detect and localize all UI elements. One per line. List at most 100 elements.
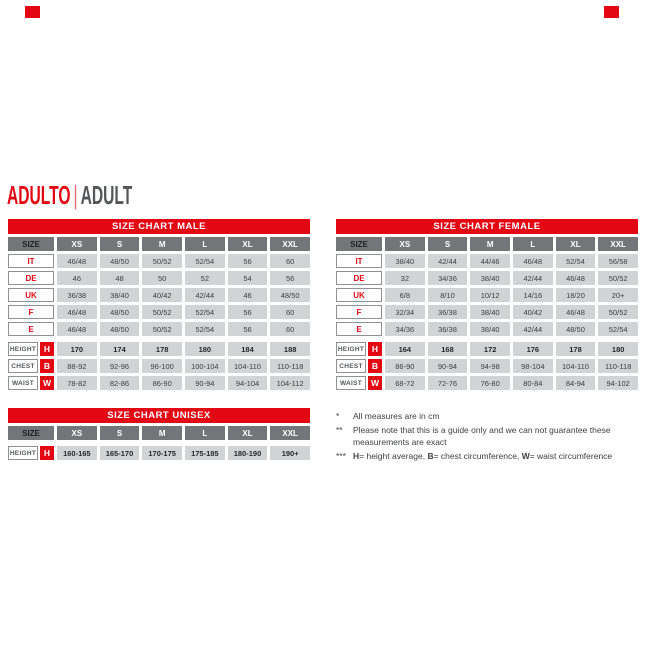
waist-chip: W xyxy=(368,376,382,390)
data-cell: 56 xyxy=(227,254,268,268)
data-cell: 86-90 xyxy=(142,376,182,390)
data-cell: 42/44 xyxy=(513,322,553,336)
male-row-label-it: IT xyxy=(8,254,54,268)
data-cell: 104-110 xyxy=(555,359,596,373)
male-table-title-bar: SIZE CHART MALE xyxy=(8,219,310,234)
data-cell: 72-76 xyxy=(427,376,468,390)
data-cell: 56 xyxy=(270,271,310,285)
female-col-header-l: L xyxy=(513,237,553,251)
female-chest-label-cell: CHEST B xyxy=(336,359,382,373)
page-title-primary: ADULTO xyxy=(7,180,71,210)
footnote-2-text: Please note that this is a guide only an… xyxy=(353,424,611,448)
unisex-col-header-xxl: XXL xyxy=(270,426,310,440)
data-cell: 46/48 xyxy=(57,254,97,268)
size-chart-unisex-table: SIZE CHART UNISEX SIZE XS S M L XL XXL H… xyxy=(8,408,310,460)
female-height-label-cell: HEIGHT H xyxy=(336,342,382,356)
data-cell: 176 xyxy=(513,342,553,356)
footnote-3-text: H= height average, B= chest circumferenc… xyxy=(353,450,613,461)
data-cell: 52/54 xyxy=(185,305,225,319)
male-height-label-cell: HEIGHT H xyxy=(8,342,54,356)
corner-mark-left xyxy=(25,6,40,18)
female-row-label-it: IT xyxy=(336,254,382,268)
data-cell: 82-86 xyxy=(99,376,140,390)
data-cell: 32/34 xyxy=(385,305,425,319)
data-cell: 184 xyxy=(227,342,268,356)
data-cell: 76-80 xyxy=(470,376,510,390)
male-waist-label-cell: WAIST W xyxy=(8,376,54,390)
data-cell: 46/48 xyxy=(57,322,97,336)
data-cell: 92-96 xyxy=(99,359,140,373)
data-cell: 56 xyxy=(227,305,268,319)
data-cell: 52 xyxy=(185,271,225,285)
data-cell: 48/50 xyxy=(99,254,140,268)
data-cell: 38/40 xyxy=(470,305,510,319)
size-chart-female-table: SIZE CHART FEMALE SIZE XS S M L XL XXL I… xyxy=(336,219,638,390)
data-cell: 56 xyxy=(227,322,268,336)
data-cell: 78-82 xyxy=(57,376,97,390)
data-cell: 94-102 xyxy=(598,376,638,390)
data-cell: 170 xyxy=(57,342,97,356)
unisex-col-header-s: S xyxy=(99,426,140,440)
female-measure-grid: HEIGHT H 164 168 172 176 178 180 CHEST B… xyxy=(336,342,638,390)
unisex-height-label-cell: HEIGHT H xyxy=(8,446,54,460)
height-label: HEIGHT xyxy=(8,446,38,460)
data-cell: 50 xyxy=(142,271,182,285)
data-cell: 180-190 xyxy=(227,446,268,460)
unisex-table-title-bar: SIZE CHART UNISEX xyxy=(8,408,310,423)
data-cell: 52/54 xyxy=(555,254,596,268)
data-cell: 32 xyxy=(385,271,425,285)
data-cell: 36/38 xyxy=(57,288,97,302)
data-cell: 46 xyxy=(57,271,97,285)
chest-label: CHEST xyxy=(336,359,366,373)
unisex-col-header-size: SIZE xyxy=(8,426,54,440)
data-cell: 54 xyxy=(227,271,268,285)
data-cell: 164 xyxy=(385,342,425,356)
data-cell: 10/12 xyxy=(470,288,510,302)
data-cell: 18/20 xyxy=(555,288,596,302)
data-cell: 44/46 xyxy=(470,254,510,268)
data-cell: 180 xyxy=(185,342,225,356)
data-cell: 104-112 xyxy=(270,376,310,390)
data-cell: 52/54 xyxy=(598,322,638,336)
female-col-header-s: S xyxy=(427,237,468,251)
data-cell: 34/36 xyxy=(385,322,425,336)
female-table-grid: SIZE XS S M L XL XXL IT 38/40 42/44 44/4… xyxy=(336,237,638,336)
data-cell: 38/40 xyxy=(470,322,510,336)
data-cell: 52/54 xyxy=(185,254,225,268)
data-cell: 174 xyxy=(99,342,140,356)
male-row-label-f: F xyxy=(8,305,54,319)
data-cell: 68-72 xyxy=(385,376,425,390)
male-row-label-e: E xyxy=(8,322,54,336)
data-cell: 38/40 xyxy=(99,288,140,302)
female-col-header-m: M xyxy=(470,237,510,251)
female-row-label-f: F xyxy=(336,305,382,319)
size-chart-male-table: SIZE CHART MALE SIZE XS S M L XL XXL IT … xyxy=(8,219,310,390)
data-cell: 86-90 xyxy=(385,359,425,373)
unisex-col-header-xl: XL xyxy=(227,426,268,440)
male-col-header-l: L xyxy=(185,237,225,251)
data-cell: 175-185 xyxy=(185,446,225,460)
data-cell: 50/52 xyxy=(598,305,638,319)
data-cell: 6/8 xyxy=(385,288,425,302)
footnote-3: *** H= height average, B= chest circumfe… xyxy=(336,450,642,463)
waist-chip: W xyxy=(40,376,54,390)
data-cell: 46/48 xyxy=(555,305,596,319)
page-title: ADULTO | ADULT xyxy=(7,182,132,208)
male-col-header-xs: XS xyxy=(57,237,97,251)
data-cell: 48/50 xyxy=(99,322,140,336)
male-col-header-xl: XL xyxy=(227,237,268,251)
data-cell: 60 xyxy=(270,254,310,268)
footnote-1-marker: * xyxy=(336,411,340,421)
footnote-1: * All measures are in cm xyxy=(336,410,642,423)
data-cell: 88-92 xyxy=(57,359,97,373)
data-cell: 50/52 xyxy=(142,322,182,336)
data-cell: 48/50 xyxy=(99,305,140,319)
data-cell: 84-94 xyxy=(555,376,596,390)
waist-label: WAIST xyxy=(8,376,38,390)
height-chip: H xyxy=(368,342,382,356)
data-cell: 172 xyxy=(470,342,510,356)
female-table-title-bar: SIZE CHART FEMALE xyxy=(336,219,638,234)
data-cell: 34/36 xyxy=(427,271,468,285)
data-cell: 60 xyxy=(270,322,310,336)
footnote-1-text: All measures are in cm xyxy=(353,411,440,421)
